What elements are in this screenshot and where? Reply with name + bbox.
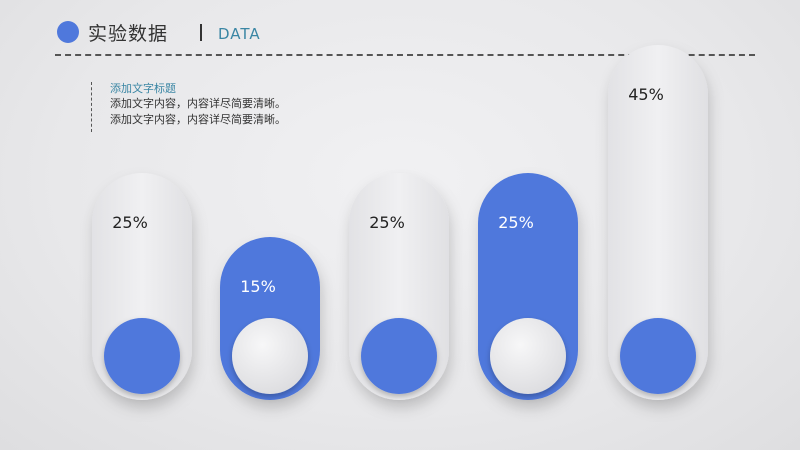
pill-bar: 45%	[608, 45, 708, 400]
page-title: 实验数据	[88, 23, 169, 45]
pill-knob	[104, 318, 180, 394]
data-label: 15%	[240, 277, 276, 296]
header-dot-icon	[57, 21, 79, 43]
pill-knob	[620, 318, 696, 394]
page-subtitle: DATA	[218, 25, 261, 43]
text-block-line-1: 添加文字内容，内容详尽简要清晰。	[110, 97, 286, 110]
pill-bar: 15%	[220, 237, 320, 400]
text-block-line-2: 添加文字内容，内容详尽简要清晰。	[110, 113, 286, 126]
text-block: 添加文字标题 添加文字内容，内容详尽简要清晰。 添加文字内容，内容详尽简要清晰。	[91, 82, 286, 132]
pill-bar: 25%	[349, 173, 449, 400]
data-label: 25%	[112, 213, 148, 232]
pill-bar-body	[608, 45, 708, 400]
pill-bar: 25%	[478, 173, 578, 400]
data-label: 45%	[628, 85, 664, 104]
header-separator	[200, 24, 202, 41]
pill-knob	[232, 318, 308, 394]
data-label: 25%	[369, 213, 405, 232]
header-dashed-rule	[55, 54, 755, 56]
pill-knob	[361, 318, 437, 394]
text-block-heading: 添加文字标题	[110, 82, 176, 95]
pill-knob	[490, 318, 566, 394]
pill-bar: 25%	[92, 173, 192, 400]
data-label: 25%	[498, 213, 534, 232]
